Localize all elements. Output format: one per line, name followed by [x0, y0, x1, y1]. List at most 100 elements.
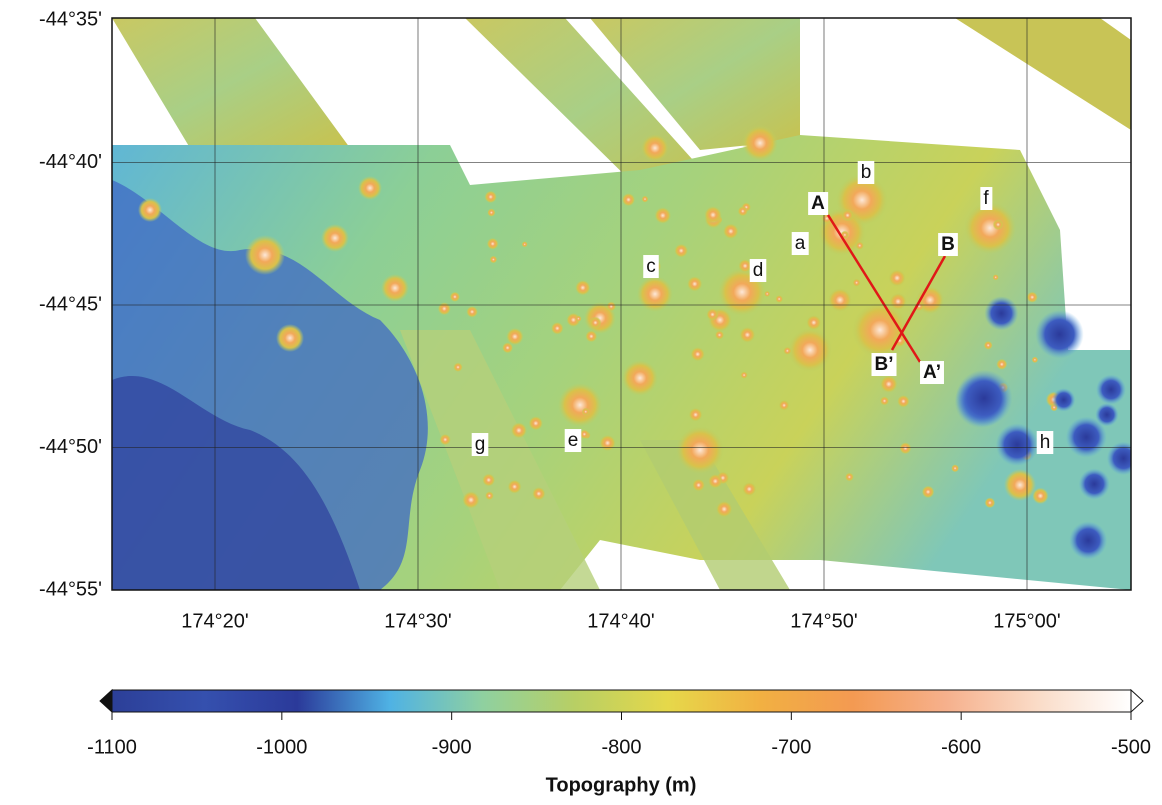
seamount	[764, 291, 770, 297]
feature-label: e	[568, 430, 579, 451]
seamount	[522, 241, 528, 247]
seamount	[715, 330, 724, 339]
seamount	[585, 330, 597, 342]
seamount	[708, 474, 723, 489]
deep	[956, 370, 1013, 427]
seamount	[723, 224, 739, 240]
seamount	[655, 207, 672, 224]
feature-label: g	[475, 434, 486, 455]
seamount	[716, 501, 733, 518]
lat-label: -44°45'	[39, 293, 102, 315]
seamount	[511, 422, 527, 438]
seamount	[641, 134, 669, 162]
seamount	[897, 395, 910, 408]
seamount	[740, 371, 747, 378]
seamount	[622, 360, 658, 396]
seamount	[806, 315, 821, 330]
seamount	[951, 464, 959, 472]
seamount	[1032, 488, 1048, 504]
seamount	[502, 342, 513, 353]
feature-label: B’	[875, 354, 894, 375]
colorbar-tick-label: -500	[1111, 736, 1151, 758]
colorbar-tick-label: -800	[601, 736, 641, 758]
seamount	[462, 491, 480, 509]
seamount	[485, 491, 494, 500]
lat-label: -44°55'	[39, 578, 102, 600]
seamount	[1032, 357, 1038, 363]
survey-track	[112, 18, 350, 148]
seamount	[575, 280, 590, 295]
seamount	[691, 347, 705, 361]
seamount	[487, 209, 495, 217]
colorbar-tick-label: -600	[941, 736, 981, 758]
seamount	[996, 359, 1007, 370]
seamount	[853, 279, 861, 287]
seamount	[622, 193, 635, 206]
seamount	[485, 191, 497, 203]
seamount	[599, 435, 615, 451]
seamount	[575, 316, 581, 322]
seamount	[482, 474, 495, 487]
lat-label: -44°50'	[39, 436, 102, 458]
seamount	[642, 196, 649, 203]
deep	[1079, 469, 1110, 500]
colorbar-tick-label: -700	[771, 736, 811, 758]
seamount	[487, 238, 499, 250]
seamount	[440, 434, 451, 445]
seamount	[1027, 292, 1038, 303]
seamount	[689, 408, 703, 422]
feature-label: d	[753, 260, 764, 281]
seamount	[582, 408, 590, 416]
seamount	[358, 176, 382, 200]
colorbar-title: Topography (m)	[546, 774, 697, 796]
seamount	[674, 244, 688, 258]
seamount	[606, 302, 616, 312]
lat-label: -44°40'	[39, 151, 102, 173]
deep	[1107, 442, 1140, 475]
seamount	[888, 269, 905, 286]
seamount	[922, 486, 935, 499]
lon-label: 174°30'	[384, 610, 451, 632]
seamount	[687, 276, 702, 291]
lon-label: 175°00'	[993, 610, 1060, 632]
seamount	[589, 317, 601, 329]
seamount	[676, 426, 724, 474]
seamount	[890, 293, 907, 310]
colorbar-tick-label: -900	[432, 736, 472, 758]
seamount	[899, 442, 911, 454]
lon-label: 174°20'	[181, 610, 248, 632]
feature-label: b	[861, 162, 872, 183]
seamount	[453, 363, 462, 372]
seamount	[508, 480, 522, 494]
seamount	[738, 206, 748, 216]
colorbar-ramp	[112, 690, 1131, 712]
seamount	[985, 498, 996, 509]
seamount	[742, 482, 756, 496]
colorbar-under	[100, 690, 112, 712]
seamount	[783, 347, 791, 355]
colorbar: Topography (m) -1100-1000-900-800-700-60…	[87, 690, 1151, 796]
feature-label: A	[811, 193, 825, 214]
seamount	[245, 235, 285, 275]
colorbar-tick-label: -1000	[256, 736, 307, 758]
seamount	[551, 322, 564, 335]
seamount	[138, 198, 162, 222]
seamount	[856, 241, 864, 249]
seamount	[984, 341, 993, 350]
feature-label: a	[795, 233, 806, 254]
survey-track	[955, 18, 1131, 130]
feature-label: B	[941, 234, 955, 255]
deep	[996, 423, 1039, 466]
seamount	[880, 396, 889, 405]
feature-label: A’	[923, 362, 941, 383]
deep	[984, 296, 1018, 330]
lat-label: -44°35'	[39, 8, 102, 30]
deep	[1095, 403, 1118, 426]
feature-label: c	[646, 256, 656, 277]
seamount	[637, 276, 673, 312]
map-figure: 174°20'174°30'174°40'174°50'175°00'-44°3…	[0, 0, 1162, 805]
deep	[1052, 388, 1075, 411]
seamount	[845, 473, 854, 482]
colorbar-over	[1131, 690, 1143, 712]
seamount	[321, 224, 349, 252]
